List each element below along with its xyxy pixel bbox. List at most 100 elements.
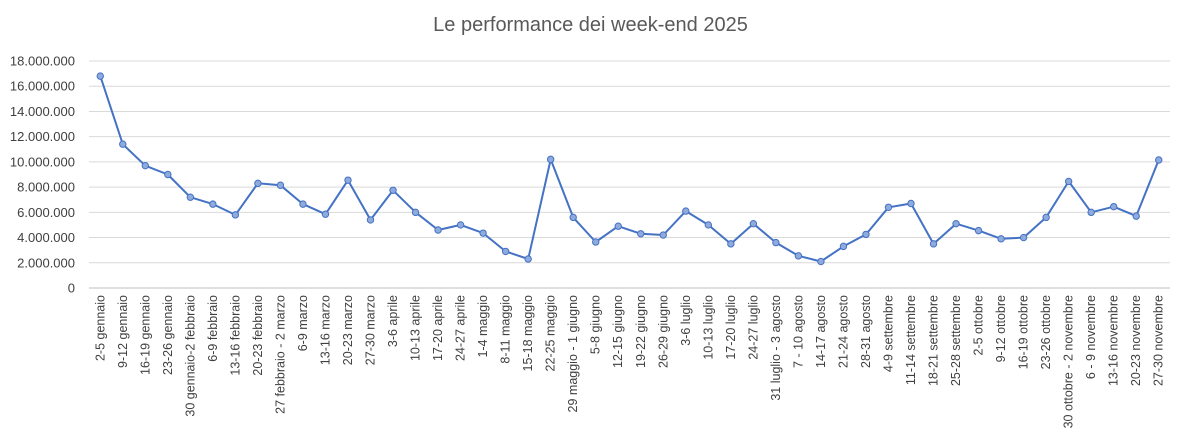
x-tick-label: 20-23 marzo xyxy=(341,295,355,365)
y-tick-label: 16.000.000 xyxy=(10,79,75,94)
data-point xyxy=(164,170,172,179)
x-tick-label: 20-23 febbraio xyxy=(251,295,265,376)
x-tick-label: 6 - 9 novembre xyxy=(1084,295,1098,379)
data-point xyxy=(321,210,330,218)
x-tick-label: 29 maggio - 1 giugno xyxy=(566,295,580,412)
x-tick-label: 14-17 agosto xyxy=(814,295,828,368)
y-tick-label: 0 xyxy=(68,281,75,296)
x-tick-label: 2-5 gennaio xyxy=(93,295,107,361)
x-tick-label: 2-5 ottobre xyxy=(972,295,986,356)
series-line-path xyxy=(99,75,1160,263)
x-tick-label: 21-24 agosto xyxy=(836,295,850,368)
data-point xyxy=(839,242,848,251)
x-tick-label: 3-6 luglio xyxy=(679,295,693,346)
data-point xyxy=(727,240,735,248)
x-tick-label: 3-6 aprile xyxy=(386,295,400,347)
data-point xyxy=(704,221,713,229)
data-point xyxy=(817,257,825,266)
x-tick-label: 11-14 settembre xyxy=(904,295,918,385)
x-tick-label: 25-28 settembre xyxy=(949,295,963,386)
x-tick-label: 23-26 gennaio xyxy=(161,295,175,375)
data-point xyxy=(1155,156,1163,164)
data-point xyxy=(592,238,600,246)
y-tick-label: 6.000.000 xyxy=(17,205,75,220)
data-point xyxy=(299,200,307,208)
x-tick-label: 16-19 ottobre xyxy=(1017,295,1031,369)
x-tick-label: 20-23 novembre xyxy=(1129,295,1143,386)
data-point xyxy=(637,230,645,238)
data-point xyxy=(569,213,577,222)
x-tick-label: 26-29 giugno xyxy=(656,295,670,368)
x-tick-label: 10-13 luglio xyxy=(701,295,715,360)
data-point xyxy=(501,247,510,256)
x-axis-tick-labels: 2-5 gennaio 9-12 gennaio 16-19 gennaio 23-2… xyxy=(93,295,1165,428)
x-tick-label: 24-27 luglio xyxy=(746,295,760,360)
y-tick-label: 4.000.000 xyxy=(17,230,75,245)
x-tick-label: 5-8 giugno xyxy=(589,295,603,354)
x-tick-label: 7 - 10 agosto xyxy=(791,295,805,368)
data-point xyxy=(524,255,532,263)
y-tick-label: 18.000.000 xyxy=(10,54,75,69)
data-point xyxy=(276,181,285,189)
x-tick-label: 18-21 settembre xyxy=(927,295,941,386)
x-tick-label: 17-20 aprile xyxy=(431,295,445,361)
x-tick-label: 28-31 agosto xyxy=(859,295,873,368)
data-point xyxy=(186,193,195,201)
data-point xyxy=(974,226,983,235)
series-markers xyxy=(96,72,1163,266)
data-point xyxy=(794,252,803,260)
data-point xyxy=(434,226,442,234)
data-point xyxy=(456,221,465,229)
x-tick-label: 10-13 aprile xyxy=(409,295,423,361)
x-tick-label: 4-9 settembre xyxy=(881,295,895,372)
x-tick-label: 31 luglio - 3 agosto xyxy=(769,295,783,401)
y-tick-label: 12.000.000 xyxy=(10,129,75,144)
data-point xyxy=(1064,177,1073,186)
y-tick-label: 14.000.000 xyxy=(10,104,75,119)
x-tick-label: 6-9 marzo xyxy=(296,295,310,351)
x-tick-label: 19-22 giugno xyxy=(634,295,648,368)
x-tick-label: 30 gennaio-2 febbraio xyxy=(183,295,197,417)
data-point xyxy=(1109,202,1118,211)
x-tick-label: 16-19 gennaio xyxy=(138,295,152,375)
x-tick-label: 24-27 aprile xyxy=(454,295,468,361)
gridlines xyxy=(89,60,1170,289)
data-point xyxy=(231,211,240,219)
data-point xyxy=(907,199,915,208)
x-tick-label: 17-20 luglio xyxy=(724,295,738,360)
series-line xyxy=(99,75,1160,263)
data-point xyxy=(209,200,217,208)
data-point xyxy=(749,219,758,228)
data-point xyxy=(1042,213,1050,222)
x-tick-label: 9-12 gennaio xyxy=(116,295,130,368)
data-point xyxy=(344,176,352,184)
data-point xyxy=(884,203,893,211)
data-point xyxy=(929,240,938,248)
data-point xyxy=(682,207,690,215)
x-tick-label: 27 febbraio - 2 marzo xyxy=(273,295,287,414)
y-tick-label: 2.000.000 xyxy=(17,255,75,270)
x-tick-label: 30 ottobre - 2 novembre xyxy=(1062,295,1076,428)
x-tick-label: 22-25 maggio xyxy=(544,295,558,371)
data-point xyxy=(366,216,375,224)
x-tick-label: 1-4 maggio xyxy=(476,295,490,358)
x-tick-label: 6-9 febbraio xyxy=(206,295,220,362)
x-tick-label: 13-16 marzo xyxy=(318,295,332,365)
data-point xyxy=(389,186,397,194)
x-tick-label: 23-26 ottobre xyxy=(1039,295,1053,369)
x-tick-label: 9-12 ottobre xyxy=(994,295,1008,362)
x-tick-label: 15-18 maggio xyxy=(521,295,535,371)
data-point xyxy=(614,222,622,230)
data-point xyxy=(96,72,104,80)
data-point xyxy=(254,179,262,188)
data-point xyxy=(119,140,127,148)
x-tick-label: 13-16 febbraio xyxy=(228,295,242,376)
data-point xyxy=(546,155,555,164)
data-point xyxy=(1132,212,1140,220)
data-point xyxy=(862,230,870,239)
chart-title: Le performance dei week-end 2025 xyxy=(433,14,748,36)
x-tick-label: 12-15 giugno xyxy=(611,295,625,368)
data-point xyxy=(659,231,667,239)
data-point xyxy=(1019,233,1028,242)
